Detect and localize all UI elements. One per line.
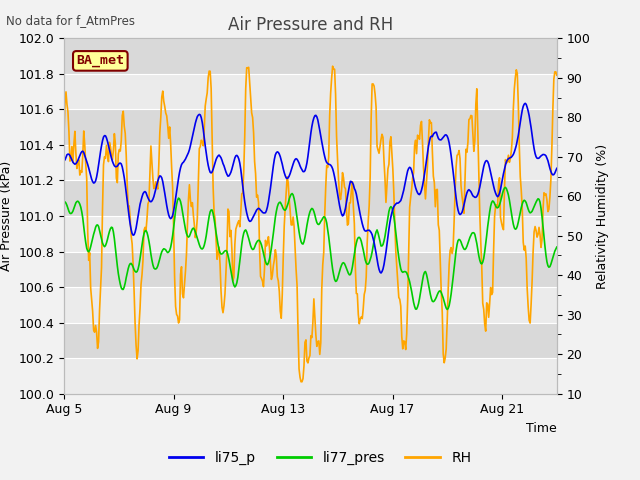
Bar xyxy=(64,216,557,252)
Bar xyxy=(64,74,557,109)
Bar xyxy=(64,358,557,394)
Title: Air Pressure and RH: Air Pressure and RH xyxy=(228,16,393,34)
Y-axis label: Relativity Humidity (%): Relativity Humidity (%) xyxy=(596,144,609,288)
Bar xyxy=(64,323,557,358)
Bar xyxy=(64,252,557,287)
Bar xyxy=(64,180,557,216)
X-axis label: Time: Time xyxy=(526,422,557,435)
Y-axis label: Air Pressure (kPa): Air Pressure (kPa) xyxy=(0,161,13,271)
Legend: li75_p, li77_pres, RH: li75_p, li77_pres, RH xyxy=(163,445,477,471)
Bar xyxy=(64,38,557,74)
Text: No data for f_AtmPres: No data for f_AtmPres xyxy=(6,14,136,27)
Bar xyxy=(64,287,557,323)
Bar xyxy=(64,145,557,180)
Bar xyxy=(64,109,557,145)
Text: BA_met: BA_met xyxy=(76,54,124,67)
